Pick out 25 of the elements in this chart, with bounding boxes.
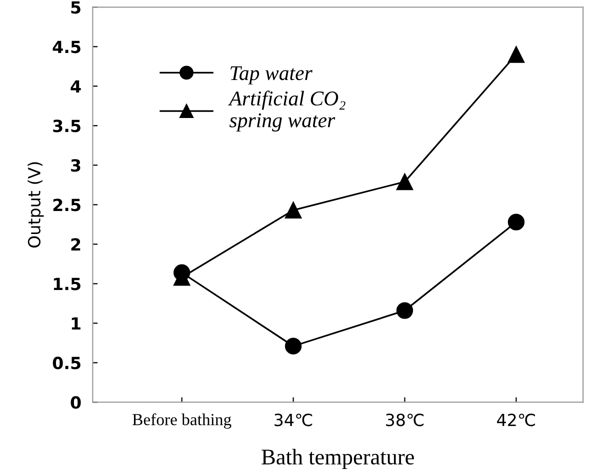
y-tick-label: 4	[70, 80, 81, 92]
x-tick-label: Before bathing	[132, 413, 232, 429]
y-tick-label: 3	[71, 159, 80, 172]
x-axis-title: Bath temperature	[262, 448, 414, 470]
point	[284, 202, 302, 219]
legend-label: Tap water	[230, 66, 312, 84]
y-tick-label: 4.5	[52, 40, 80, 54]
x-tick-label: 42℃	[497, 414, 535, 426]
point	[508, 46, 525, 63]
x-tick-label: 38℃	[386, 414, 424, 426]
point	[284, 338, 302, 354]
y-tick-label: 2.5	[53, 198, 80, 212]
point	[396, 302, 414, 319]
legend-label: Artificial CO₂ spring water	[228, 90, 346, 132]
point	[396, 173, 414, 190]
y-tick-label: 1.5	[54, 278, 80, 290]
y-tick-label: 0.5	[52, 356, 80, 370]
y-tick-label: 5	[71, 1, 80, 14]
point	[508, 214, 525, 230]
y-tick-label: 3.5	[53, 120, 80, 132]
x-tick-label: 34℃	[274, 414, 312, 426]
y-tick-label: 1	[72, 317, 80, 330]
y-axis-title: Output (V)	[28, 162, 44, 248]
y-tick-label: 2	[71, 238, 80, 251]
y-tick-label: 0	[70, 396, 81, 409]
